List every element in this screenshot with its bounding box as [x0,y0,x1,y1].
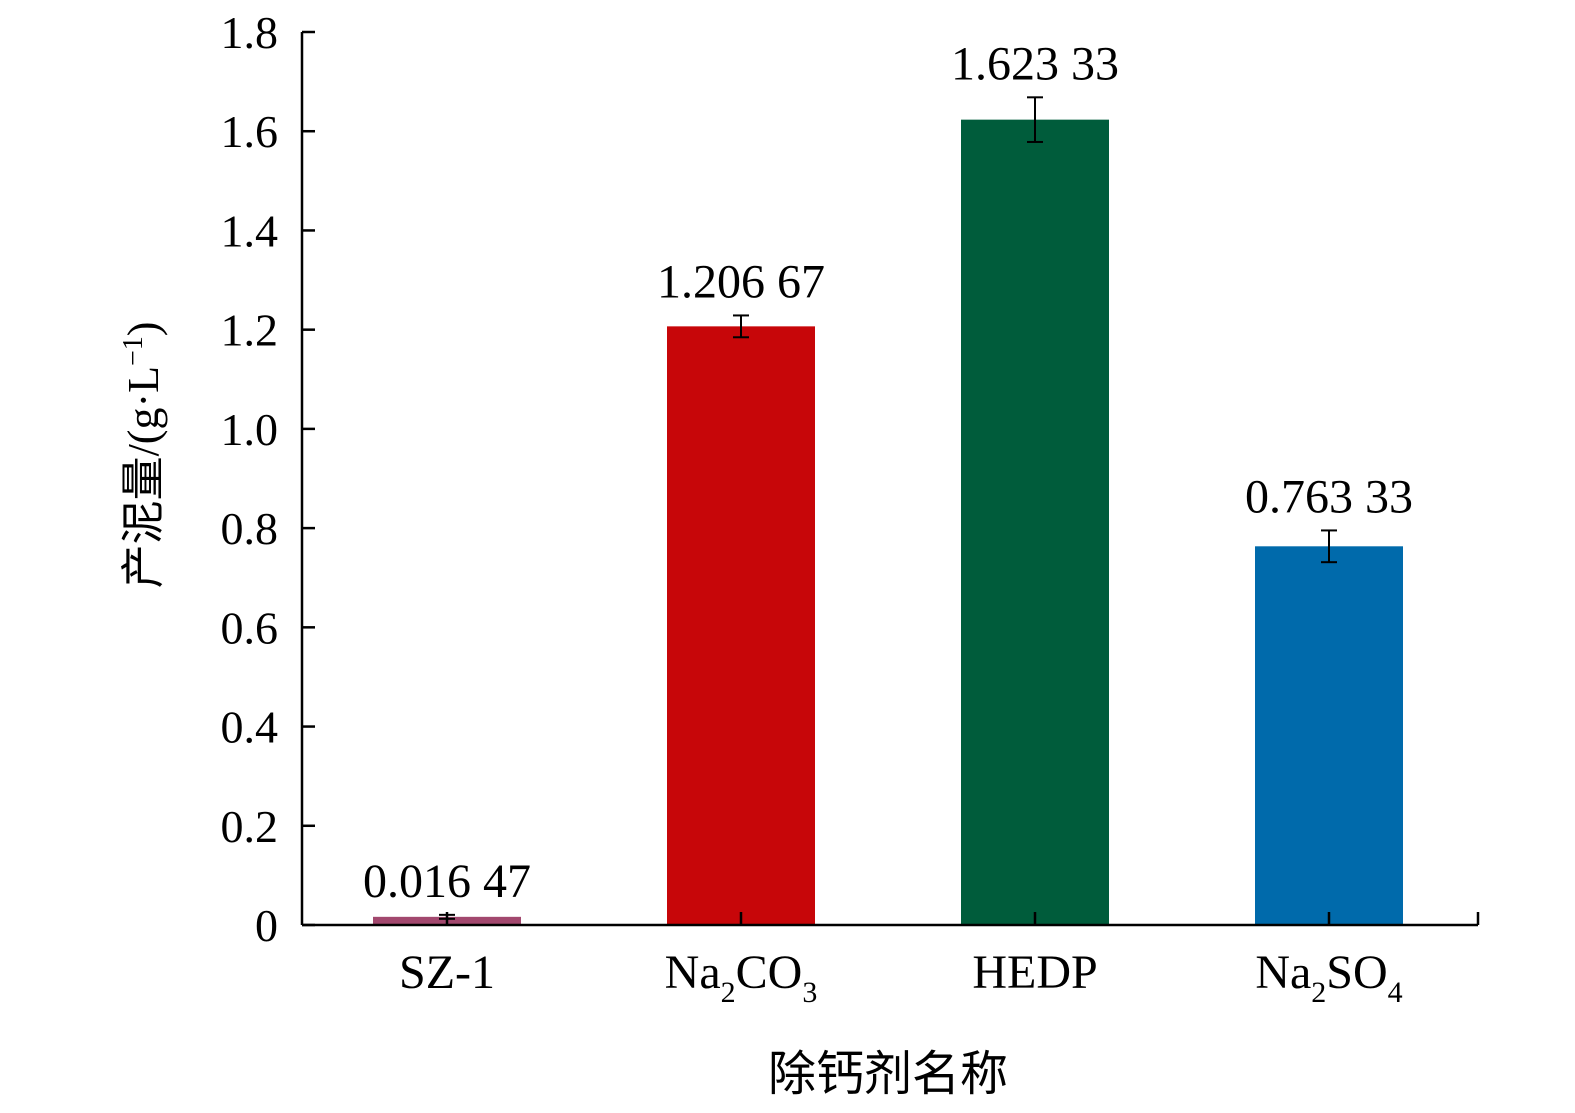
category-labels-group: SZ-1 Na2CO3 HEDP Na2SO4 [399,946,1403,1009]
y-tick-label: 0.4 [221,702,279,753]
value-label: 1.206 67 [657,255,825,308]
x-category-label: SZ-1 [399,946,495,999]
x-ticks-group [445,912,1480,925]
y-tick-label: 0.2 [221,801,279,852]
value-labels-group: 0.016 47 1.206 67 1.623 33 0.763 33 [363,37,1413,908]
bar-hedp [961,119,1109,925]
y-tick-label: 1.2 [221,305,279,356]
x-category-text: Na [1255,946,1311,999]
axes-group [300,32,1478,927]
value-label: 0.016 47 [363,855,531,908]
y-axis-title-text: 产泥量/(g·L [119,366,168,588]
x-axis-title: 除钙剂名称 [768,1048,1008,1101]
bar-na2co3 [667,326,815,925]
x-category-subscript: 2 [1311,976,1326,1009]
y-ticks-group: 0 0.2 0.4 0.6 0.8 1.0 1.2 1.4 1.6 1.8 [221,7,315,951]
y-axis-title-superscript: −1 [118,336,149,366]
x-category-text: HEDP [972,946,1097,999]
x-category-label: HEDP [972,946,1097,999]
x-category-label: Na2SO4 [1255,946,1402,1009]
y-axis-title-text: ) [119,322,168,337]
x-category-text: SO [1326,946,1387,999]
y-tick-label: 1.6 [221,106,279,157]
x-category-subscript: 4 [1388,976,1403,1009]
y-tick-label: 0.8 [221,503,279,554]
y-tick-label: 0.6 [221,602,279,653]
y-tick-label: 1.8 [221,7,279,58]
y-axis-title: 产泥量/(g·L−1) [118,322,168,589]
value-label: 1.623 33 [951,37,1119,90]
y-tick-label: 1.0 [221,404,279,455]
x-category-text: Na [665,946,721,999]
x-category-subscript: 3 [802,976,817,1009]
bar-na2so4 [1255,546,1403,925]
x-category-text: SZ-1 [399,946,495,999]
y-tick-label: 0 [255,900,278,951]
x-category-subscript: 2 [721,976,736,1009]
x-category-text: CO [736,946,803,999]
y-tick-label: 1.4 [221,205,279,256]
bars-group [373,119,1403,925]
error-bars-group [439,96,1337,920]
value-label: 0.763 33 [1245,470,1413,523]
x-category-label: Na2CO3 [665,946,818,1009]
